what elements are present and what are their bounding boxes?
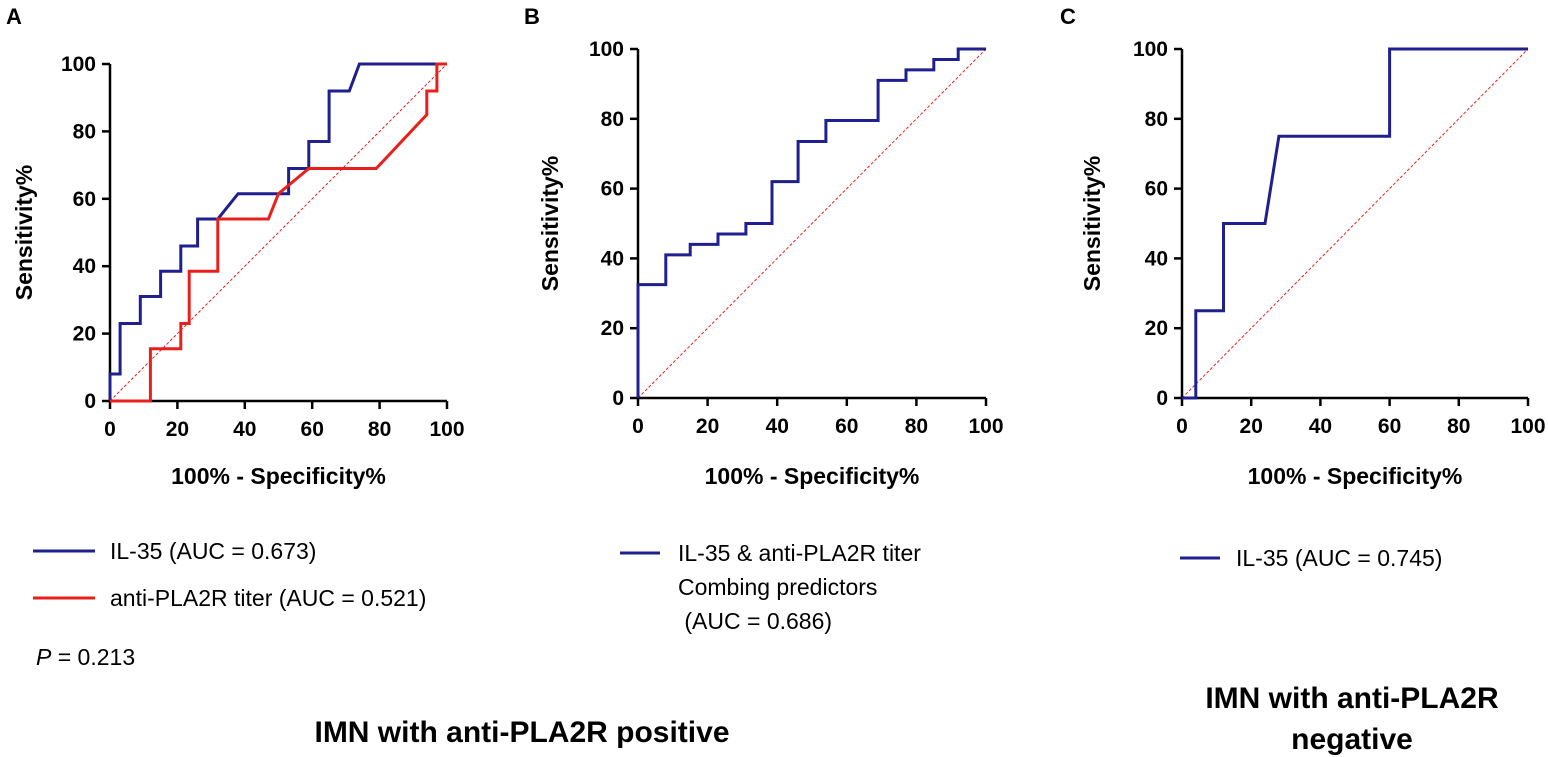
panel-c-y-tick-label: 100 — [1133, 38, 1168, 61]
panel-b-plot: 0 20 40 60 80 100 0 20 40 60 80 100 100% - Specifici… — [537, 38, 1004, 489]
panel-c-x-tick-label: 100 — [1510, 415, 1545, 438]
panel-a-roc-curve-il-35 — [108, 62, 447, 401]
panel-a-y-axis-title: Sensitivity% — [11, 165, 37, 301]
panel-b-y-tick-label: 60 — [601, 178, 624, 201]
panel-a-x-tick-label: 80 — [368, 418, 391, 441]
panel-a-letter: A — [6, 4, 22, 29]
panel-a-x-axis-title: 100% - Specificity% — [171, 463, 386, 489]
panel-c-y-tick-label: 0 — [1156, 387, 1168, 410]
legend-a-il35-label: IL-35 (AUC = 0.673) — [110, 538, 316, 564]
panel-c: C 0 20 40 60 80 100 0 20 40 60 80 100 100% - Specifi… — [1060, 4, 1546, 489]
panel-a-y-tick-label: 60 — [73, 188, 96, 211]
legend-c: IL-35 (AUC = 0.745) — [1180, 545, 1442, 571]
panel-b-x-axis-title: 100% - Specificity% — [705, 463, 920, 489]
caption-negative-line1: IMN with anti-PLA2R — [1205, 682, 1499, 715]
legend-a: IL-35 (AUC = 0.673) anti-PLA2R titer (AU… — [33, 538, 426, 670]
panel-c-x-tick-label: 40 — [1309, 415, 1332, 438]
panel-b-x-tick-label: 60 — [835, 415, 858, 438]
panel-b-y-tick-label: 0 — [612, 387, 624, 410]
panel-a-y-tick-label: 40 — [73, 255, 96, 278]
panel-b-y-tick-label: 100 — [589, 38, 624, 61]
panel-a-roc-curve-anti-pla2r — [110, 62, 447, 403]
panel-a-y-tick-label: 100 — [61, 53, 96, 76]
panel-b-roc-curve-il-35 — [636, 47, 986, 398]
p-value: = 0.213 — [51, 644, 135, 670]
panel-a-x-tick-label: 0 — [104, 418, 116, 441]
panel-b: B 0 20 40 60 80 100 0 20 40 60 80 100 100% - Specifi… — [524, 4, 1004, 489]
panel-c-letter: C — [1060, 4, 1076, 29]
panel-c-x-tick-label: 20 — [1240, 415, 1263, 438]
panel-c-plot: 0 20 40 60 80 100 0 20 40 60 80 100 100% - Specifici… — [1079, 38, 1546, 489]
panel-c-y-tick-label: 20 — [1145, 317, 1168, 340]
panel-b-x-tick-label: 20 — [696, 415, 719, 438]
p-symbol: P — [36, 644, 52, 670]
legend-a-pla2r-label: anti-PLA2R titer (AUC = 0.521) — [110, 585, 426, 611]
legend-b-label-line3: (AUC = 0.686) — [678, 608, 832, 634]
panel-a-x-tick-label: 20 — [166, 418, 189, 441]
panel-a-plot: 0 20 40 60 80 100 0 20 40 60 80 100 100% - Specifici… — [11, 53, 465, 489]
panel-a: A 0 20 40 60 80 100 0 20 40 60 80 100 100% - Specifi… — [6, 4, 465, 489]
caption-positive: IMN with anti-PLA2R positive — [314, 716, 729, 749]
legend-b-label-line1: IL-35 & anti-PLA2R titer — [678, 540, 921, 566]
panel-a-y-tick-label: 0 — [84, 390, 96, 413]
panel-c-x-tick-label: 0 — [1176, 415, 1188, 438]
panel-c-x-axis-title: 100% - Specificity% — [1248, 463, 1463, 489]
caption-negative-line2: negative — [1291, 723, 1413, 756]
panel-c-x-tick-label: 60 — [1378, 415, 1401, 438]
p-value-annotation: P = 0.213 — [36, 644, 135, 670]
legend-b: IL-35 & anti-PLA2R titer Combing predict… — [620, 540, 921, 634]
panel-b-y-tick-label: 20 — [601, 317, 624, 340]
panel-c-reference-line — [1181, 48, 1529, 399]
panel-c-y-tick-label: 40 — [1145, 247, 1168, 270]
panel-c-y-axis-title: Sensitivity% — [1079, 156, 1105, 292]
panel-b-y-tick-label: 40 — [601, 247, 624, 270]
panel-b-x-tick-label: 0 — [632, 415, 644, 438]
panel-b-x-tick-label: 80 — [905, 415, 928, 438]
panel-b-letter: B — [524, 4, 540, 29]
legend-b-label-line2: Combing predictors — [678, 574, 877, 600]
panel-b-y-tick-label: 80 — [601, 108, 624, 131]
panel-b-x-tick-label: 40 — [766, 415, 789, 438]
panel-a-x-tick-label: 100 — [429, 418, 464, 441]
panel-a-reference-line — [109, 63, 448, 402]
panel-c-y-tick-label: 60 — [1145, 178, 1168, 201]
panel-b-reference-line — [637, 48, 987, 399]
panel-c-y-tick-label: 80 — [1145, 108, 1168, 131]
panel-c-x-tick-label: 80 — [1447, 415, 1470, 438]
panel-a-y-tick-label: 80 — [73, 120, 96, 143]
panel-a-y-tick-label: 20 — [73, 323, 96, 346]
panel-c-roc-curve-il-35 — [1182, 47, 1528, 400]
panel-a-x-tick-label: 60 — [301, 418, 324, 441]
panel-a-x-tick-label: 40 — [233, 418, 256, 441]
legend-c-il35-label: IL-35 (AUC = 0.745) — [1236, 545, 1442, 571]
panel-b-y-axis-title: Sensitivity% — [537, 156, 563, 292]
panel-b-x-tick-label: 100 — [968, 415, 1003, 438]
